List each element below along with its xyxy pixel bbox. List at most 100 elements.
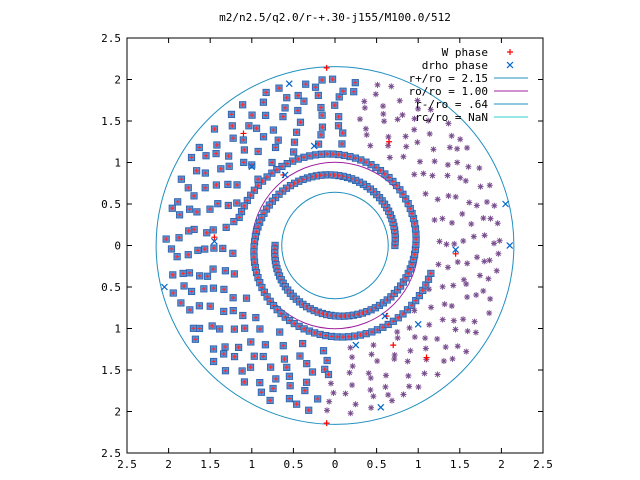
field-star-marker [431,158,438,165]
field-box-marker-plus [230,251,235,256]
field-star-marker [400,153,407,160]
field-star-marker [411,171,418,178]
field-star-marker [352,401,359,408]
field-star-marker [448,302,455,309]
field-box-marker-plus [214,183,219,188]
y-tick-label: 0.5 [101,281,121,294]
spiral-marker-plus [391,319,396,324]
field-star-marker [396,97,403,104]
field-star-marker [349,382,356,389]
spiral-marker-plus [390,179,395,184]
field-star-marker [406,324,413,331]
field-box-marker-plus [194,168,199,173]
field-star-marker [486,182,493,189]
field-box-marker-plus [226,154,231,159]
legend-label: ro/ro = 1.00 [409,85,488,98]
legend-label: rc/ro = NaN [415,111,488,124]
field-box-marker-plus [320,77,325,82]
field-box-marker-plus [322,367,327,372]
field-box-marker-plus [231,136,236,141]
field-star-marker [464,144,471,151]
field-box-marker-plus [330,77,335,82]
field-box-marker-plus [170,206,175,211]
field-box-marker-plus [221,309,226,314]
field-box-marker-plus [175,199,180,204]
field-star-marker [450,282,457,289]
field-star-marker [440,358,447,365]
field-star-marker [441,301,448,308]
field-box-marker-plus [303,82,308,87]
field-box-marker-plus [232,354,237,359]
drho-phase-point [248,163,256,171]
spiral-marker-plus [253,265,258,270]
field-box-marker-plus [214,142,219,147]
field-star-marker [415,383,422,390]
x-axis-ticks: 2.5 2 1.5 1 0.5 0 0.5 1 1.5 2 2.5 [117,38,553,471]
x-tick-label: 0 [332,458,339,471]
field-box-marker-plus [310,369,315,374]
field-box-marker-plus [297,354,302,359]
field-star-marker [422,345,429,352]
field-box-marker-plus [227,164,232,169]
field-star-marker [388,397,395,404]
field-star-marker [406,383,413,390]
field-box-marker-plus [284,365,289,370]
field-box-marker-plus [253,315,258,320]
field-box-marker-plus [301,99,306,104]
field-box-marker-plus [236,345,241,350]
field-box-marker-plus [224,225,229,230]
field-star-marker [476,165,483,172]
field-box-marker-plus [298,120,303,125]
drho-phase-point [377,403,385,411]
w-phase-point [423,354,430,361]
spiral-marker-plus [255,275,260,280]
field-star-marker [460,237,467,244]
field-star-marker [385,142,392,149]
field-box-marker-plus [340,131,345,136]
field-box-marker-plus [241,160,246,165]
field-box-marker-plus [203,171,208,176]
field-star-marker [429,172,436,179]
chart-title: m2/n2.5/q2.0/r-+.30-j155/M100.0/512 [219,11,451,24]
spiral-marker-plus [364,331,369,336]
field-box-marker-plus [242,147,247,152]
field-box-marker-plus [201,286,206,291]
field-star-marker [459,210,466,217]
spiral-marker-plus [252,244,257,249]
field-star-marker [493,267,500,274]
field-box-marker-plus [282,357,287,362]
field-box-marker-plus [336,114,341,119]
spiral-marker-plus [279,164,284,169]
field-star-marker [411,126,418,133]
field-box-marker-plus [242,379,247,384]
field-star-marker [428,304,435,311]
drho-phase-point [310,142,318,150]
field-star-marker [382,383,389,390]
field-box-marker-plus [284,95,289,100]
field-box-marker-plus [218,166,223,171]
field-box-marker-plus [268,398,273,403]
spiral-marker-plus [252,239,257,244]
field-box-marker-plus [321,348,326,353]
field-box-marker-plus [320,113,325,118]
spiral-marker-plus [279,311,284,316]
field-star-marker [386,154,393,161]
field-box-marker-plus [241,137,246,142]
spiral-marker-plus [307,153,312,158]
field-star-marker [434,335,441,342]
field-box-marker-plus [223,368,228,373]
field-star-marker [367,142,374,149]
field-box-marker-plus [313,85,318,90]
spiral-marker-plus [413,298,418,303]
field-box-marker-plus [283,105,288,110]
legend-marker-cross [506,61,514,69]
field-star-marker [481,232,488,239]
field-box-marker-plus [280,114,285,119]
field-box-marker-plus [263,113,268,118]
field-star-marker [391,351,398,358]
field-box-marker-plus [339,141,344,146]
field-box-marker-plus [191,326,196,331]
field-star-marker [457,136,464,143]
